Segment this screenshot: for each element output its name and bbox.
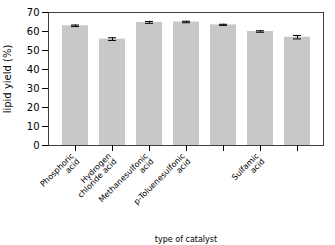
svg-text:type of catalyst: type of catalyst [155, 235, 217, 244]
svg-text:20: 20 [27, 102, 40, 113]
svg-text:70: 70 [27, 7, 40, 18]
svg-text:Phosphoricacid: Phosphoricacid [38, 151, 81, 194]
svg-text:0: 0 [33, 140, 39, 151]
svg-text:lipid yield (%): lipid yield (%) [2, 45, 13, 114]
svg-text:60: 60 [27, 26, 40, 37]
svg-text:50: 50 [27, 45, 40, 56]
svg-text:40: 40 [27, 64, 40, 75]
svg-text:p-Toluenesulfonicacid: p-Toluenesulfonicacid [132, 151, 193, 212]
svg-text:Sulfamicacid: Sulfamicacid [230, 151, 266, 187]
svg-text:10: 10 [27, 121, 40, 132]
svg-text:Methanesulfonicacid: Methanesulfonicacid [97, 151, 156, 210]
svg-text:30: 30 [27, 83, 40, 94]
